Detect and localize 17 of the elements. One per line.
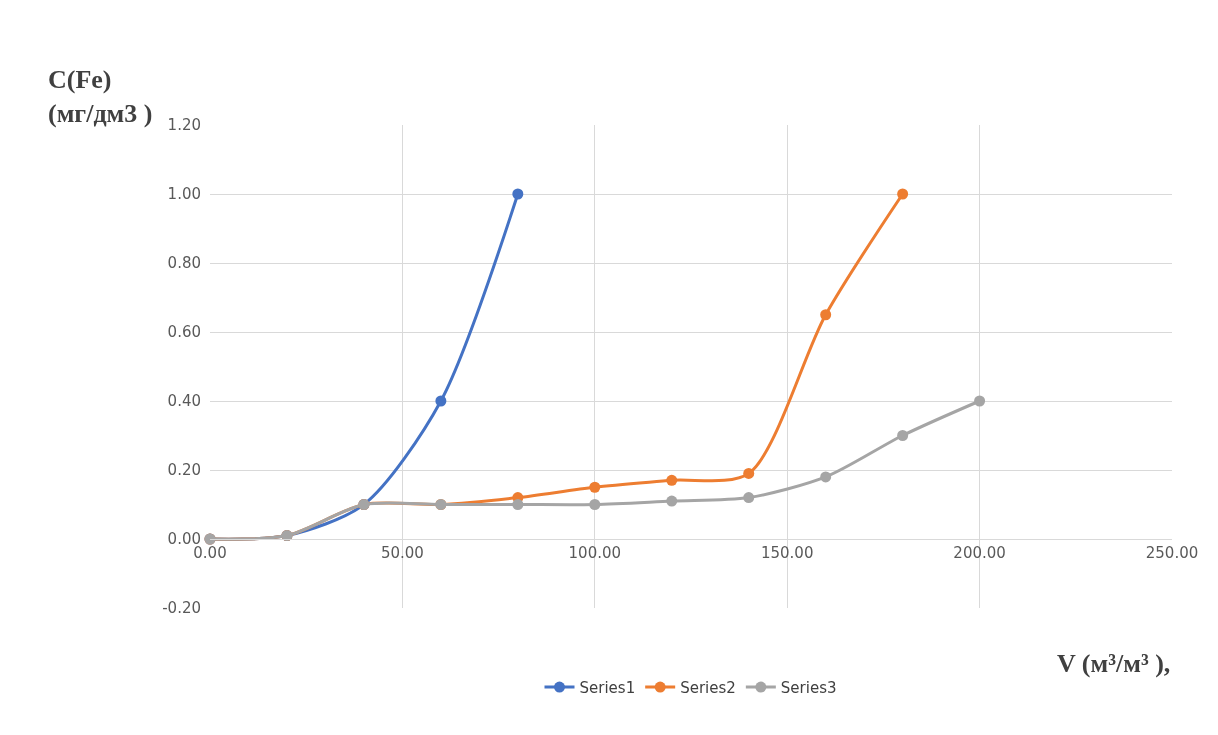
x-tick-label: 50.00 xyxy=(380,544,424,562)
legend-label: Series1 xyxy=(579,678,636,697)
x-axis-title: V (м³/м³ ), xyxy=(1057,649,1171,678)
y-tick-label: 0.80 xyxy=(167,254,201,273)
y-axis-title: C(Fe) (мг/дм3 ) xyxy=(48,65,153,128)
y-tick-label: 1.20 xyxy=(167,116,201,135)
y-tick-label: -0.20 xyxy=(162,599,201,618)
y-tick-label: 0.40 xyxy=(167,392,201,411)
y-tick-label: 0.20 xyxy=(167,461,201,480)
x-tick-label: 200.00 xyxy=(953,544,1006,562)
x-tick-label: 100.00 xyxy=(568,544,622,562)
legend-label: Series2 xyxy=(680,678,736,697)
x-tick-label: 150.00 xyxy=(760,544,814,562)
y-tick-label: 0.60 xyxy=(167,323,201,342)
y-tick-label: 1.00 xyxy=(167,185,201,204)
x-tick-label: 250.00 xyxy=(1145,544,1199,562)
legend-label: Series3 xyxy=(780,678,837,697)
